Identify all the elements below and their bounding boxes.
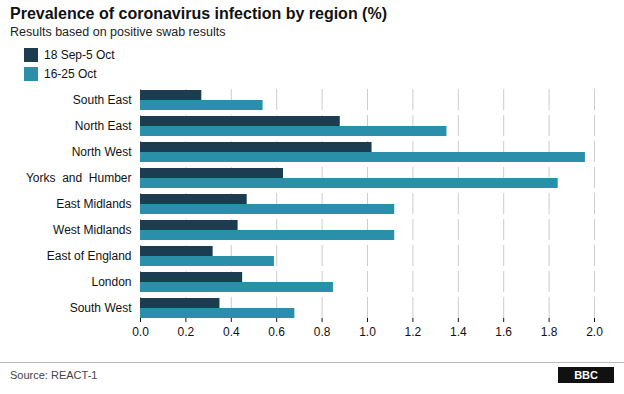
html-text:Prevalence of coronavirus infe: Prevalence of coronavirus infection by r…	[10, 5, 387, 22]
svg-text:North West: North West	[72, 145, 132, 159]
svg-text:0.0: 0.0	[132, 325, 149, 339]
svg-text:2.0: 2.0	[586, 325, 603, 339]
svg-text:Yorks and Humber: Yorks and Humber	[26, 171, 132, 185]
svg-text:West Midlands: West Midlands	[53, 223, 131, 237]
svg-text:1.2: 1.2	[405, 325, 422, 339]
svg-text:North East: North East	[75, 119, 132, 133]
svg-text:0.8: 0.8	[314, 325, 331, 339]
svg-text:South West: South West	[70, 301, 132, 315]
html-text:Source: REACT-1: Source: REACT-1	[10, 369, 98, 381]
svg-text:London: London	[91, 275, 131, 289]
svg-text:East of England: East of England	[47, 249, 132, 263]
html-text:Results based on positive swab: Results based on positive swab results	[10, 25, 226, 39]
svg-text:South East: South East	[73, 93, 132, 107]
html-text:18 Sep-5 Oct: 18 Sep-5 Oct	[44, 47, 115, 62]
html-text:BBC: BBC	[574, 369, 598, 381]
svg-text:0.6: 0.6	[268, 325, 285, 339]
svg-text:1.4: 1.4	[450, 325, 467, 339]
svg-text:0.2: 0.2	[178, 325, 195, 339]
svg-text:1.8: 1.8	[541, 325, 558, 339]
svg-text:1.6: 1.6	[495, 325, 512, 339]
svg-text:East Midlands: East Midlands	[56, 197, 131, 211]
html-text:16-25 Oct: 16-25 Oct	[44, 66, 97, 81]
svg-text:1.0: 1.0	[359, 325, 376, 339]
svg-text:0.4: 0.4	[223, 325, 240, 339]
